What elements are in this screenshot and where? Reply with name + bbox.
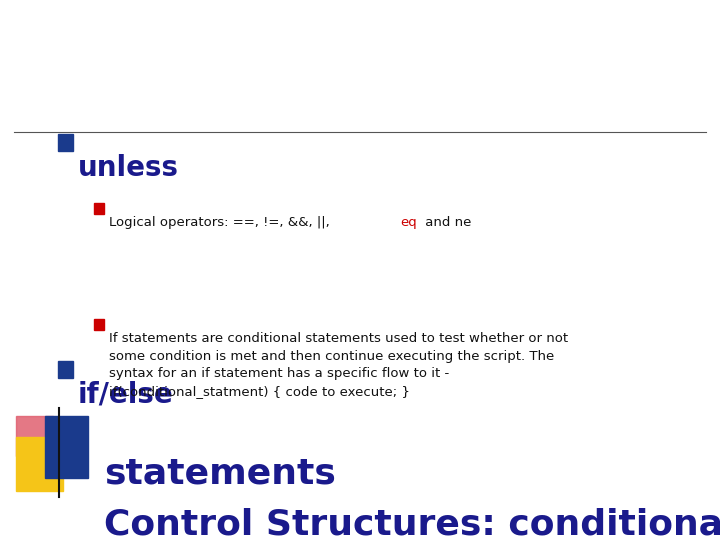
Bar [94, 319, 104, 330]
Bar [16, 416, 53, 456]
Text: statements: statements [104, 456, 336, 490]
Bar [45, 416, 88, 478]
Text: If statements are conditional statements used to test whether or not
some condit: If statements are conditional statements… [109, 332, 569, 397]
Text: eq: eq [400, 216, 416, 229]
Text: if/else: if/else [78, 381, 174, 409]
Bar [58, 361, 73, 378]
Bar [94, 202, 104, 214]
Bar [16, 437, 63, 491]
Text: and ne: and ne [421, 216, 472, 229]
Text: Control Structures: conditional: Control Structures: conditional [104, 508, 720, 540]
Text: unless: unless [78, 154, 179, 182]
Text: Logical operators: ==, !=, &&, ||,: Logical operators: ==, !=, &&, ||, [109, 216, 334, 229]
Bar [58, 134, 73, 151]
